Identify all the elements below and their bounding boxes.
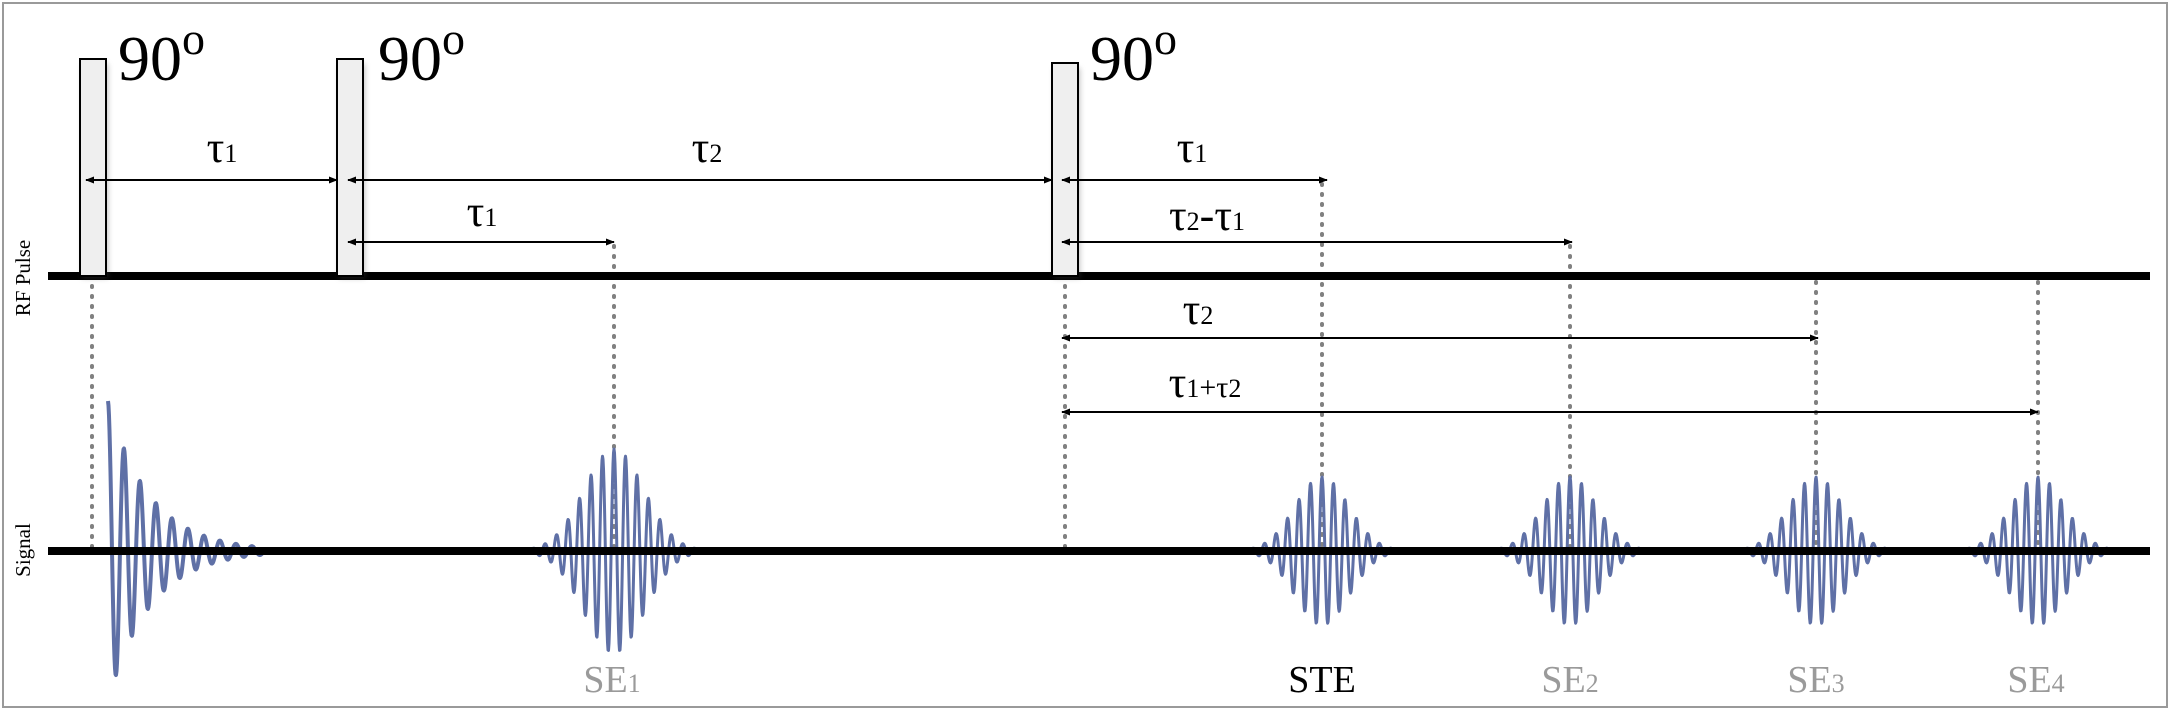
echo-label-se4: SE4 <box>2007 659 2064 701</box>
interval-tau1-plus-tau2-label: τ1+τ2 <box>1169 358 1242 407</box>
echo-waveform-se3 <box>1728 475 1904 625</box>
interval-tau2-a: τ2 <box>347 123 1053 184</box>
pulse-3-label: 90o <box>1090 13 1177 94</box>
interval-tau2-b: τ2 <box>1061 285 1819 342</box>
echo-waveform-se1 <box>517 447 711 652</box>
echo-label-ste: STE <box>1288 659 1356 701</box>
fid-waveform <box>106 400 266 677</box>
pulse-1: 90o <box>79 13 205 278</box>
interval-tau1-plus-tau2: τ1+τ2 <box>1061 358 2039 416</box>
signal-waveforms <box>106 400 2126 677</box>
pulse-3-rect <box>1051 62 1079 277</box>
interval-tau2-b-label: τ2 <box>1183 285 1214 334</box>
interval-tau1-c-label: τ1 <box>1177 123 1208 172</box>
interval-tau1-a-label: τ1 <box>207 123 238 172</box>
interval-tau1-c: τ1 <box>1061 123 1328 184</box>
pulse-2-rect <box>336 58 364 277</box>
pulse-1-rect <box>79 58 107 277</box>
interval-tau2-minus-tau1-label: τ2-τ1 <box>1169 191 1245 240</box>
interval-tau1-b: τ1 <box>347 187 615 246</box>
interval-tau1-b-label: τ1 <box>467 187 498 236</box>
echo-label-se1: SE1 <box>583 659 640 701</box>
interval-tau1-a: τ1 <box>85 123 338 184</box>
echo-waveform-se2 <box>1482 475 1658 625</box>
interval-tau2-a-label: τ2 <box>692 123 723 172</box>
interval-tau2-minus-tau1: τ2-τ1 <box>1061 191 1573 246</box>
echo-waveform-se4 <box>1950 475 2126 625</box>
signal-axis-label: Signal <box>11 523 35 577</box>
rf-axis-label: RF Pulse <box>11 240 35 316</box>
pulse-1-label: 90o <box>118 13 205 94</box>
echo-label-se2: SE2 <box>1541 659 1598 701</box>
echo-label-se3: SE3 <box>1787 659 1844 701</box>
pulse-2-label: 90o <box>378 13 465 94</box>
echo-waveform-ste <box>1234 475 1410 625</box>
